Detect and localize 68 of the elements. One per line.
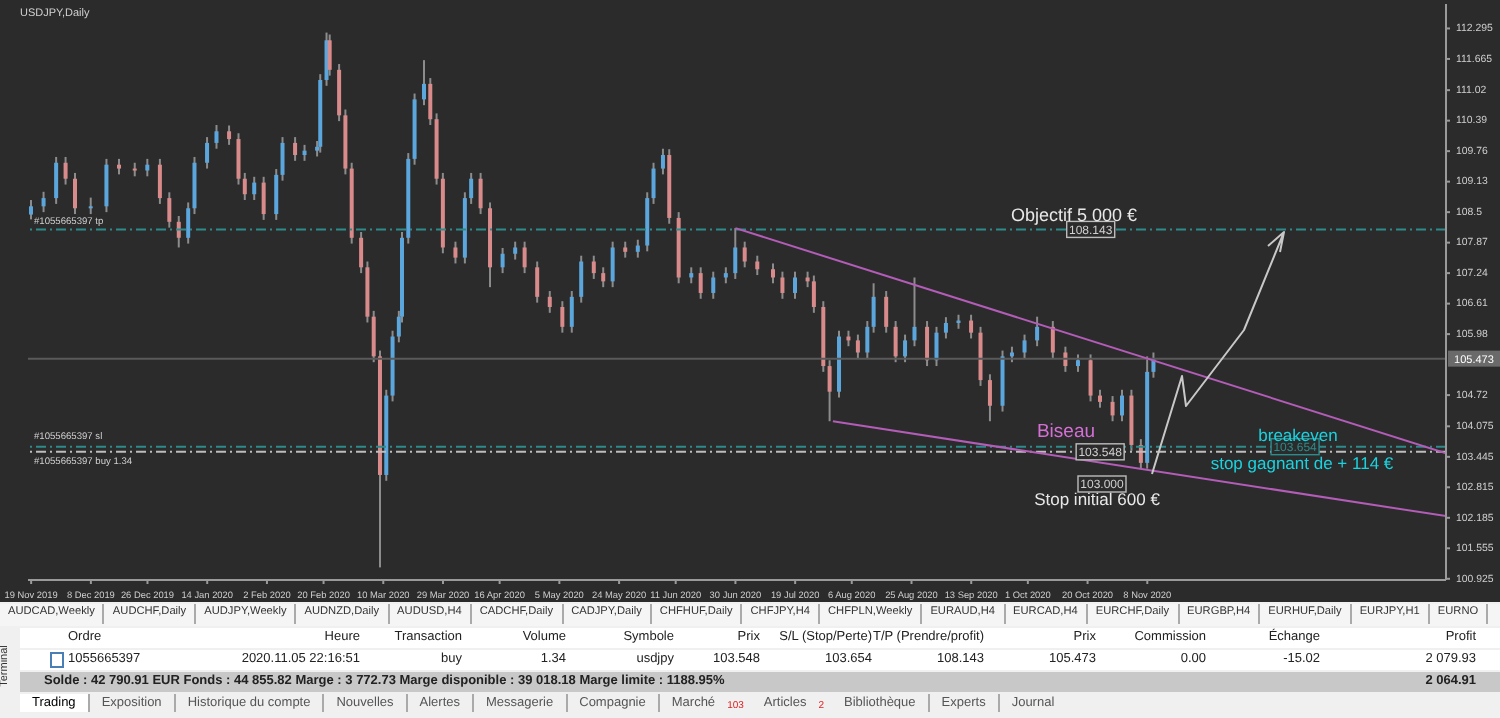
candlestick xyxy=(73,171,77,216)
candlestick xyxy=(478,171,483,216)
candlestick xyxy=(1088,353,1093,403)
candlestick xyxy=(500,246,505,275)
candlestick xyxy=(884,290,889,334)
candlestick xyxy=(827,359,832,423)
candlestick xyxy=(242,171,247,202)
candlestick xyxy=(969,313,974,340)
candlestick xyxy=(943,316,948,340)
candlestick xyxy=(547,290,552,314)
candlestick xyxy=(934,325,939,368)
candlestick xyxy=(579,254,584,304)
candlestick xyxy=(569,290,574,334)
candlestick xyxy=(903,333,908,364)
candlestick xyxy=(645,191,650,253)
candlestick xyxy=(1120,388,1124,423)
candlestick xyxy=(252,175,257,202)
candlestick xyxy=(742,240,747,269)
candlestick xyxy=(560,300,565,334)
candlestick xyxy=(1050,320,1055,360)
candlestick xyxy=(274,168,279,221)
candlestick xyxy=(925,320,930,368)
candlestick xyxy=(755,254,760,277)
candlestick xyxy=(912,276,917,348)
candlestick xyxy=(453,240,458,265)
candlestick xyxy=(422,59,426,107)
candlestick xyxy=(280,136,285,182)
annotation: breakeven xyxy=(1258,424,1339,445)
candlestick xyxy=(733,227,738,280)
candlestick xyxy=(771,262,775,285)
candlestick xyxy=(227,124,232,146)
candlestick xyxy=(591,254,596,280)
candlestick xyxy=(610,240,615,289)
candlestick xyxy=(522,240,527,275)
candlestick xyxy=(855,333,860,360)
candlestick xyxy=(871,282,876,334)
candlestick xyxy=(293,136,298,162)
candlestick xyxy=(651,161,656,205)
annotation: Stop initial 600 € xyxy=(1034,489,1161,510)
candlestick xyxy=(1110,395,1115,423)
candlestick xyxy=(811,274,816,314)
candlestick xyxy=(1022,333,1027,360)
candlestick xyxy=(698,266,703,300)
candlestick xyxy=(780,270,785,300)
candlestick xyxy=(104,157,109,214)
candlestick xyxy=(865,320,870,360)
candlestick xyxy=(205,136,210,170)
candlestick xyxy=(54,155,59,205)
candlestick xyxy=(987,373,992,423)
candlestick xyxy=(167,191,172,229)
candlestick xyxy=(601,266,606,289)
candlestick xyxy=(214,124,219,150)
candlestick xyxy=(793,270,798,300)
candlestick xyxy=(28,199,33,221)
candlestick xyxy=(535,260,540,304)
candlestick xyxy=(893,320,898,364)
candlestick xyxy=(41,190,46,214)
candlestick xyxy=(236,132,241,186)
annotation: stop gagnant de + 114 € xyxy=(1210,452,1394,473)
candlestick xyxy=(261,175,266,221)
candlestick xyxy=(1035,315,1040,348)
annotation: Objectif 5 000 € xyxy=(1010,204,1138,225)
candlestick xyxy=(660,147,665,176)
candlestick xyxy=(157,157,162,205)
candlestick xyxy=(63,155,68,186)
candlestick xyxy=(711,270,716,300)
annotation: Biseau xyxy=(1036,421,1096,444)
candlestick xyxy=(978,325,983,387)
